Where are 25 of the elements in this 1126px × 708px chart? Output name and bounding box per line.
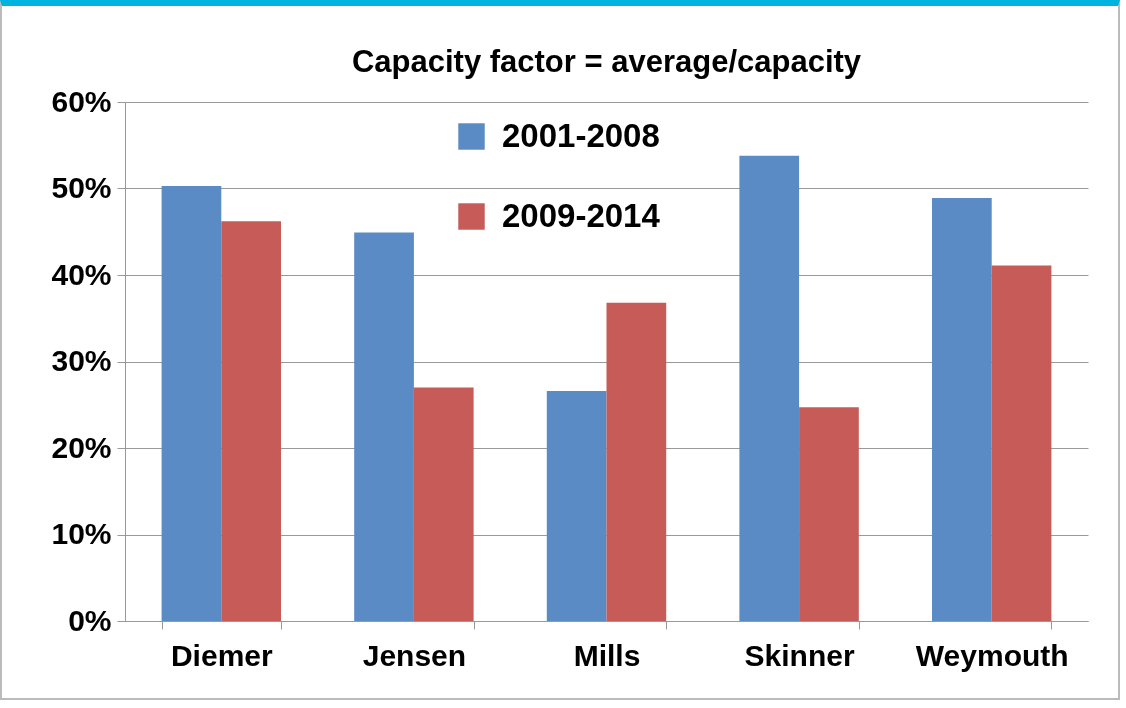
bar <box>991 265 1052 621</box>
bar <box>799 407 859 621</box>
bar <box>221 221 282 621</box>
bar <box>161 185 222 621</box>
x-tick-label: Jensen <box>362 638 467 672</box>
legend-label: 2009-2014 <box>502 196 661 234</box>
y-tick-label: 10% <box>51 517 112 550</box>
bar <box>354 232 414 621</box>
x-tick-label: Weymouth <box>915 638 1069 672</box>
chart-title: Capacity factor = average/capacity <box>351 44 862 79</box>
y-tick-label: 60% <box>51 84 112 118</box>
y-tick-label: 20% <box>51 430 112 464</box>
y-tick-label: 0% <box>68 603 112 637</box>
legend-label: 2001-2008 <box>502 116 660 154</box>
y-tick-label: 40% <box>51 257 112 291</box>
x-tick-label: Diemer <box>170 638 273 672</box>
bar <box>413 387 474 621</box>
bar <box>931 198 992 621</box>
bar <box>606 302 667 621</box>
y-tick-label: 30% <box>51 344 112 377</box>
bar <box>546 390 607 621</box>
y-tick-label: 50% <box>51 171 112 204</box>
x-tick-label: Skinner <box>744 638 855 672</box>
x-tick-label: Mills <box>573 638 641 672</box>
bar <box>739 155 800 621</box>
